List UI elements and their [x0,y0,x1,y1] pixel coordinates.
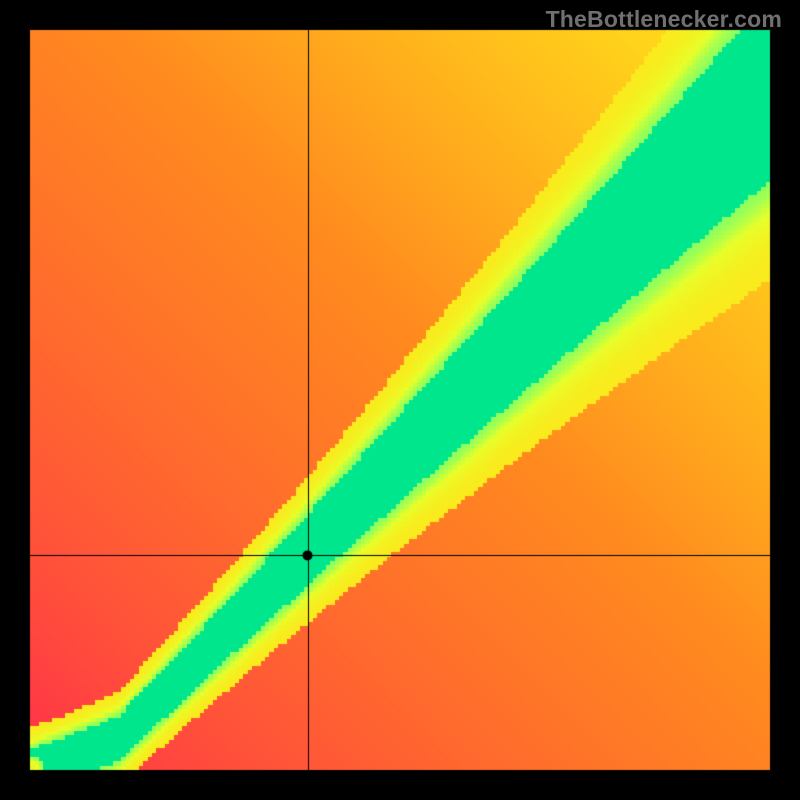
watermark-text: TheBottlenecker.com [546,6,782,33]
bottleneck-heatmap [0,0,800,800]
